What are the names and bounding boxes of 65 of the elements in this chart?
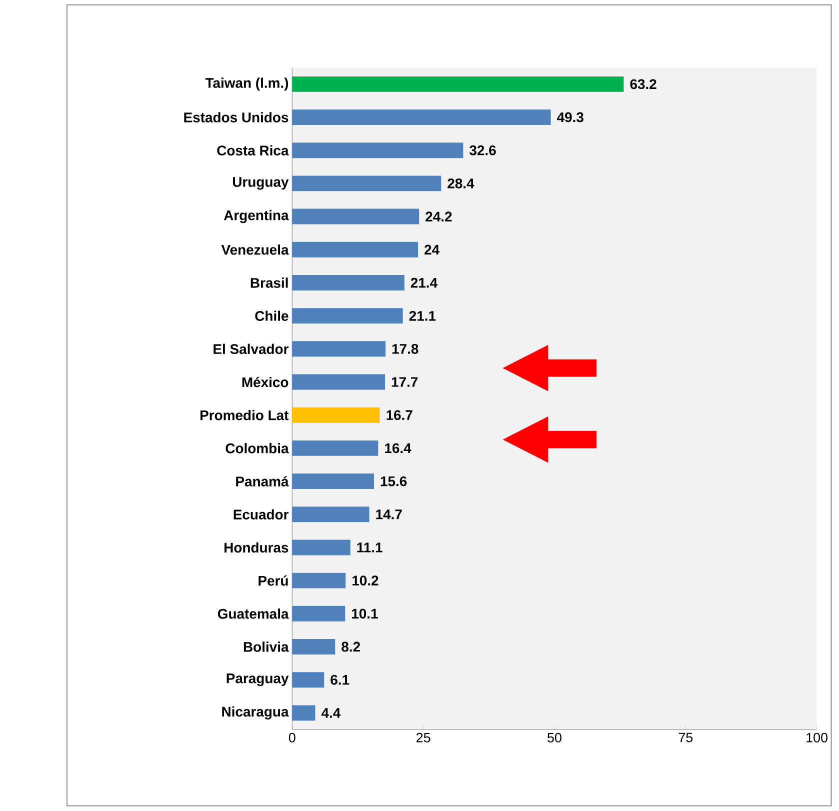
x-tick-label: 100	[806, 733, 828, 743]
y-tick-label: Chile	[255, 310, 288, 322]
data-label: 16.4	[385, 443, 412, 454]
y-tick-label: Uruguay	[232, 177, 289, 190]
x-tick-label: 50	[548, 733, 562, 743]
data-label: 24.2	[426, 212, 452, 222]
y-tick-label: Promedio Lat	[200, 410, 289, 420]
y-tick-label: Taiwan (l.m.)	[205, 78, 288, 91]
data-label: 8.2	[342, 642, 360, 652]
data-label: 14.7	[376, 510, 402, 520]
bar	[292, 573, 346, 588]
data-label: 24	[424, 244, 440, 255]
data-label: 4.4	[321, 708, 341, 718]
data-label: 21.1	[409, 311, 436, 321]
data-label: 15.6	[380, 476, 407, 486]
y-tick-label: Brasil	[250, 278, 288, 288]
bar	[292, 142, 464, 158]
data-label: 17.8	[392, 344, 418, 354]
data-label: 11.1	[357, 542, 382, 552]
y-tick-label: Paraguay	[226, 674, 289, 686]
data-label: 49.3	[556, 112, 584, 122]
bar	[292, 76, 624, 92]
data-label: 6.1	[330, 675, 350, 685]
y-tick-label: El Salvador	[214, 344, 289, 354]
bar	[292, 474, 374, 490]
y-tick-label: Ecuador	[234, 509, 289, 520]
bar	[292, 440, 378, 456]
y-tick-label: Bolivia	[244, 642, 289, 652]
y-tick-label: Costa Rica	[217, 145, 289, 156]
data-label: 16.7	[386, 410, 412, 420]
bar	[292, 110, 551, 126]
data-label: 10.2	[352, 576, 378, 586]
bar	[292, 705, 316, 721]
bar	[292, 209, 420, 224]
bar	[292, 308, 403, 324]
x-tick-label: 0	[288, 733, 296, 743]
y-tick-label: Nicaragua	[222, 706, 289, 720]
data-label: 10.1	[352, 608, 378, 619]
y-tick-label: Colombia	[226, 443, 289, 454]
bar	[292, 374, 386, 390]
bar	[292, 275, 404, 291]
y-tick-label: Estados Unidos	[184, 112, 288, 123]
x-tick-label: 75	[678, 733, 693, 742]
bar	[292, 176, 442, 192]
bar	[292, 341, 386, 357]
bar	[292, 672, 324, 688]
bar	[292, 242, 418, 258]
y-tick-label: Panamá	[236, 476, 289, 487]
data-label: 32.6	[469, 146, 496, 156]
bar	[292, 408, 380, 424]
data-label: 17.7	[392, 377, 418, 387]
y-tick-label: Argentina	[224, 210, 289, 224]
y-tick-label: Venezuela	[221, 244, 289, 255]
bar	[292, 540, 350, 556]
y-tick-label: Perú	[258, 576, 288, 586]
y-tick-label: Honduras	[224, 542, 288, 553]
bar	[292, 506, 370, 522]
data-label: 28.4	[448, 178, 474, 189]
data-label: 21.4	[410, 278, 438, 288]
bar	[292, 639, 336, 655]
data-label: 63.2	[630, 79, 656, 90]
bar	[292, 606, 346, 622]
y-tick-label: Guatemala	[218, 608, 289, 619]
y-tick-label: México	[242, 377, 288, 388]
x-tick-label: 25	[416, 733, 430, 743]
